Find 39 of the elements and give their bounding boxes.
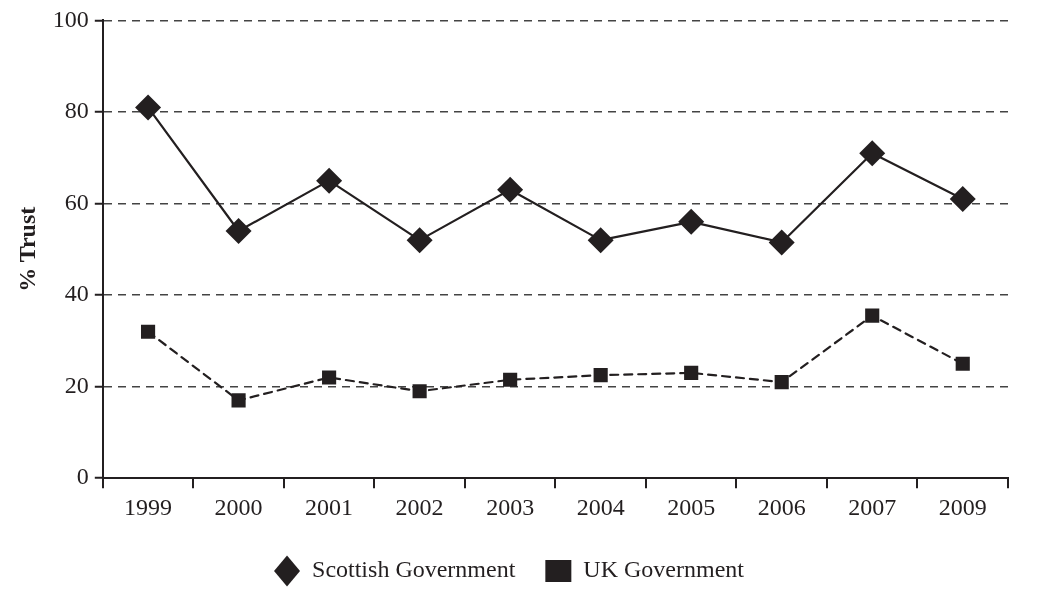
x-tick-label: 2004 bbox=[576, 493, 625, 520]
point bbox=[768, 229, 795, 256]
y-tick-label: 40 bbox=[64, 280, 89, 307]
point bbox=[859, 140, 886, 167]
point bbox=[322, 370, 337, 385]
x-tick-label: 2007 bbox=[848, 493, 897, 520]
x-tick-label: 1999 bbox=[124, 493, 173, 520]
y-tick-label: 100 bbox=[52, 5, 89, 32]
x-tick-label: 2005 bbox=[667, 493, 716, 520]
point bbox=[949, 185, 976, 212]
point bbox=[774, 374, 789, 390]
x-tick-label: 2009 bbox=[938, 493, 987, 520]
point bbox=[497, 176, 524, 203]
point bbox=[684, 365, 699, 380]
point bbox=[678, 208, 705, 235]
y-tick-label: 0 bbox=[76, 463, 89, 490]
y-tick-label: 20 bbox=[64, 371, 89, 398]
x-tick-label: 2001 bbox=[305, 493, 354, 520]
point bbox=[503, 372, 518, 387]
point bbox=[316, 167, 343, 194]
point bbox=[231, 393, 246, 408]
point bbox=[140, 324, 156, 339]
x-tick-label: 2002 bbox=[395, 493, 444, 520]
point bbox=[587, 227, 614, 254]
x-tick-label: 2000 bbox=[214, 493, 263, 520]
legend-label: Scottish Government bbox=[312, 556, 516, 583]
point bbox=[225, 217, 252, 244]
point bbox=[412, 384, 427, 399]
y-tick-label: 60 bbox=[64, 188, 89, 215]
point bbox=[406, 227, 433, 254]
point bbox=[955, 356, 970, 371]
y-tick-label: 80 bbox=[64, 97, 89, 124]
point bbox=[865, 308, 880, 323]
x-tick-label: 2006 bbox=[757, 493, 806, 520]
point bbox=[135, 94, 162, 121]
legend-label: UK Government bbox=[583, 556, 745, 583]
point bbox=[593, 368, 608, 383]
y-axis-title: % Trust bbox=[13, 206, 40, 292]
x-tick-label: 2003 bbox=[486, 493, 535, 520]
